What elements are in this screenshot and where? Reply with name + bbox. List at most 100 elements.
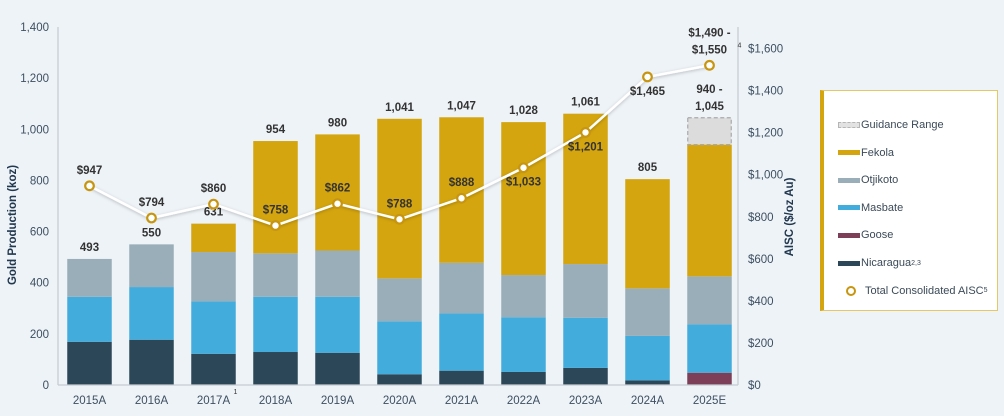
x-tick-label: 2021A xyxy=(445,395,479,407)
y-tick-label-left: 1,000 xyxy=(20,124,49,136)
legend-color-swatch-icon xyxy=(838,232,860,238)
legend-item-otjikoto: Otjikoto xyxy=(838,172,898,188)
y-tick-label-right: $400 xyxy=(748,296,774,308)
bar-segment-masbate xyxy=(687,324,732,373)
bar-segment-fekola xyxy=(315,134,360,251)
legend-color-swatch-icon xyxy=(838,205,860,211)
y-tick-label-left: 400 xyxy=(30,278,49,290)
bar-segment-otjikoto xyxy=(625,288,670,336)
bar-total-label: 940 - xyxy=(696,84,722,96)
legend-label: Fekola xyxy=(861,146,895,159)
bar-segment-otjikoto xyxy=(67,258,112,297)
y-axis-left: 0 200 400 600 800 1,000 1,200 1,400 xyxy=(20,22,59,392)
legend-footnote: 5 xyxy=(983,287,988,295)
y-tick-label-right: $1,600 xyxy=(748,44,783,56)
x-tick-label: 2024A xyxy=(631,395,665,407)
legend-label: Nicaragua xyxy=(861,257,912,269)
legend-label: Goose xyxy=(861,229,894,242)
y-tick-label-right: $1,400 xyxy=(748,86,783,98)
bar-total-label: 631 xyxy=(204,207,224,219)
bar-segment-masbate xyxy=(191,301,236,354)
y-tick-label-left: 1,200 xyxy=(20,73,49,85)
aisc-label: $860 xyxy=(201,183,227,195)
x-tick-label: 2025E xyxy=(693,395,727,407)
bar-segment-otjikoto xyxy=(191,252,236,302)
bar-total-label: 954 xyxy=(266,124,286,136)
bar-total-label: 1,041 xyxy=(385,102,414,114)
bar-total-label: 1,047 xyxy=(447,100,476,112)
bar-total-label: 1,045 xyxy=(695,101,724,113)
bar-segment-fekola xyxy=(191,223,236,253)
legend-dashed-box-icon xyxy=(838,122,860,128)
bar-segment-nicaragua xyxy=(625,380,670,385)
bar-segment-fekola xyxy=(563,113,608,265)
bar-segment-nicaragua xyxy=(67,341,112,385)
bar-total-label: 1,061 xyxy=(571,97,600,109)
y-axis-title-left: Gold Production (koz) xyxy=(7,165,19,285)
legend-label: Masbate xyxy=(861,201,904,214)
y-tick-label-left: 600 xyxy=(30,227,49,239)
aisc-marker xyxy=(456,192,467,204)
legend-item-fekola: Fekola xyxy=(838,145,894,161)
bar-segment-nicaragua xyxy=(129,339,174,385)
legend-color-swatch-icon xyxy=(838,177,860,183)
aisc-label: $862 xyxy=(325,183,351,195)
bar-total-label: 805 xyxy=(638,162,658,174)
bar-total-labels: 493 550 631 954 980 1,041 1,047 1,028 1,061 805 94… xyxy=(80,84,725,254)
aisc-marker xyxy=(146,212,157,224)
bar-total-label: 980 xyxy=(328,117,347,129)
aisc-label: $1,490 - xyxy=(688,27,730,39)
y-tick-label-right: $200 xyxy=(748,338,774,350)
aisc-marker xyxy=(704,59,715,71)
bar-segment-fekola xyxy=(253,141,298,254)
bar-segment-otjikoto xyxy=(439,262,484,314)
bar-segment-otjikoto xyxy=(129,244,174,288)
bars xyxy=(67,113,732,385)
bar-segment-masbate xyxy=(625,335,670,381)
x-tick-label: 2017A xyxy=(197,395,231,407)
aisc-marker xyxy=(332,198,343,210)
legend-item-total-consolidated-aisc: Total Consolidated AISC 5 xyxy=(838,283,988,299)
legend: Guidance Range Fekola Otjikoto Masbate Goose… xyxy=(820,90,998,311)
aisc-marker xyxy=(518,162,529,174)
aisc-marker xyxy=(270,220,281,231)
bar-segment-fekola xyxy=(687,144,732,277)
y-tick-label-left: 0 xyxy=(43,380,49,392)
aisc-label: $1,465 xyxy=(630,86,666,98)
y-tick-label-right: $600 xyxy=(748,254,774,266)
x-tick-label: 2015A xyxy=(73,395,107,407)
legend-label: Total Consolidated AISC xyxy=(865,284,984,297)
y-tick-label-right: $0 xyxy=(748,380,761,392)
x-tick-label: 2016A xyxy=(135,395,169,407)
bar-segment-otjikoto xyxy=(563,264,608,318)
aisc-line: $947 $794 $860 $758 $862 $788 $888 $1,033 $1,201… xyxy=(77,27,742,231)
aisc-label: $788 xyxy=(387,198,413,210)
bar-segment-otjikoto xyxy=(687,276,732,325)
x-tick-label: 2019A xyxy=(321,395,355,407)
bar-segment-fekola xyxy=(377,118,422,279)
legend-item-nicaragua: Nicaragua 2,3 xyxy=(838,255,921,271)
bar-segment-nicaragua xyxy=(563,367,608,385)
legend-color-swatch-icon xyxy=(838,260,860,266)
bar-segment-masbate xyxy=(377,321,422,375)
bar-total-label: 1,028 xyxy=(509,105,538,117)
legend-circle-marker-icon xyxy=(846,285,856,296)
aisc-marker xyxy=(580,127,591,138)
bar-segment-masbate xyxy=(501,317,546,372)
bar-segment-masbate xyxy=(253,296,298,353)
legend-item-masbate: Masbate xyxy=(838,200,903,216)
bar-segment-nicaragua xyxy=(439,370,484,385)
aisc-label-footnote: 4 xyxy=(738,42,742,49)
bar-segment-otjikoto xyxy=(315,250,360,297)
y-tick-label-left: 200 xyxy=(30,329,49,341)
legend-color-swatch-icon xyxy=(838,150,860,156)
x-tick-footnote: 1 xyxy=(234,389,238,396)
bar-segment-masbate xyxy=(315,296,360,353)
bar-total-label: 550 xyxy=(142,227,161,239)
aisc-label: $888 xyxy=(449,177,475,189)
bar-segment-nicaragua xyxy=(191,353,236,385)
aisc-label: $1,201 xyxy=(568,141,604,153)
bar-segment-nicaragua xyxy=(501,371,546,385)
